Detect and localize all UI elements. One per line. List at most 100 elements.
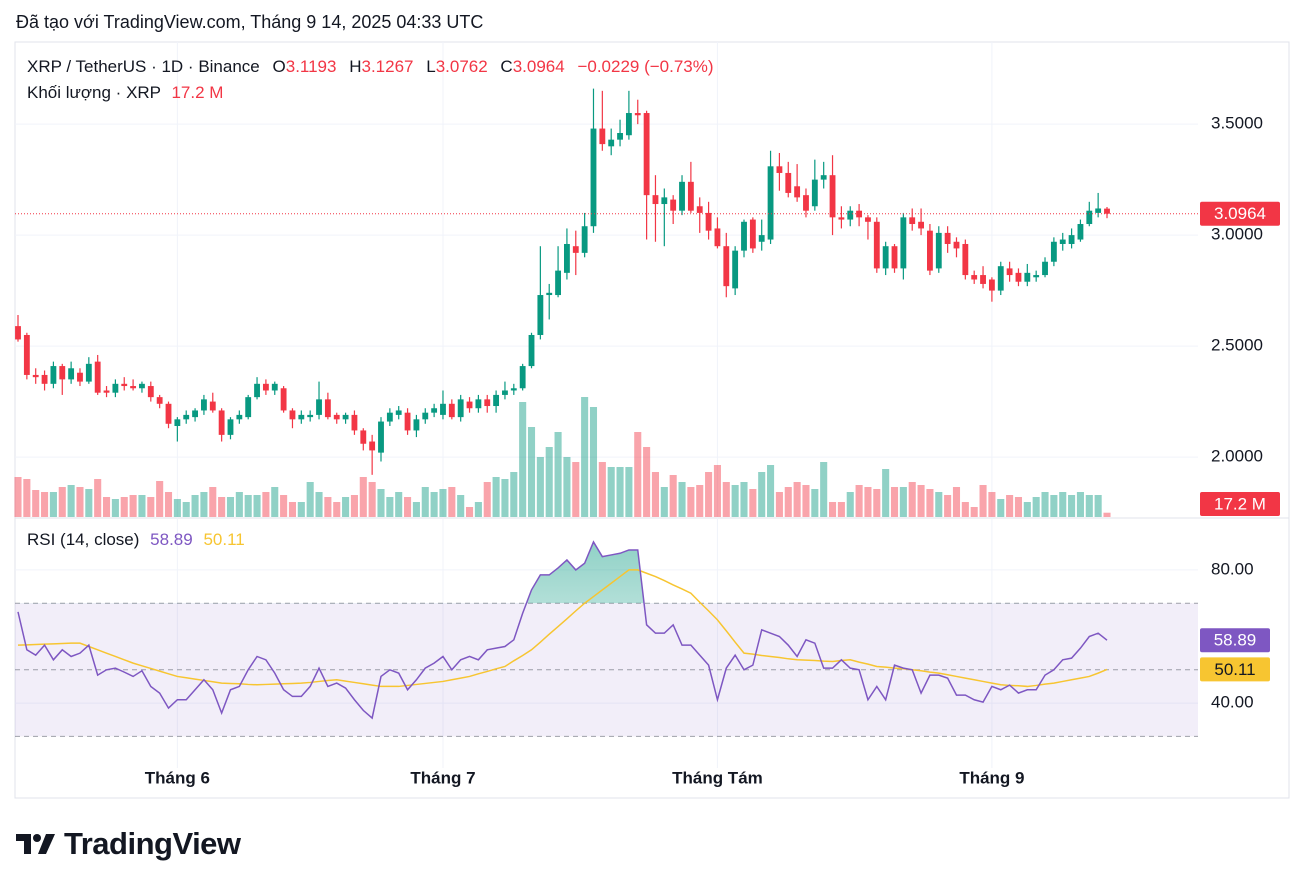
candle-body	[351, 414, 358, 431]
rsi-value-box	[1200, 628, 1270, 653]
candle-body	[927, 230, 933, 271]
candle-body	[882, 246, 889, 269]
volume-bar	[749, 489, 757, 517]
volume-bar	[430, 492, 438, 517]
candle-body	[1033, 275, 1040, 278]
candle-body	[298, 414, 305, 420]
volume-bar	[111, 499, 119, 517]
candle-body	[369, 441, 376, 451]
rsi-line	[17, 540, 1108, 720]
x-tick-label: Tháng Tám	[672, 768, 763, 787]
candle-body	[980, 275, 986, 284]
y-tick-label: 2.0000	[1211, 447, 1263, 466]
candle-body	[847, 210, 854, 220]
volume-bar	[775, 492, 783, 517]
volume-bar	[23, 479, 31, 517]
candle-body	[617, 133, 623, 140]
volume-bar	[988, 492, 996, 517]
candle-body	[227, 419, 234, 435]
candle-body	[236, 414, 243, 420]
candle-body	[758, 235, 765, 242]
candle-body	[767, 166, 774, 240]
volume-bar	[200, 492, 208, 517]
volume-bar	[687, 487, 695, 517]
candle-body	[440, 403, 446, 415]
volume-bar	[598, 462, 606, 517]
candle-body	[900, 217, 907, 269]
volume-bar	[828, 502, 837, 517]
volume-bar	[705, 472, 713, 517]
x-tick-label: Tháng 6	[145, 768, 210, 787]
volume-bar	[483, 482, 491, 517]
candle-body	[1042, 261, 1048, 276]
candle-body	[794, 186, 801, 198]
volume-bar	[191, 495, 199, 517]
volume-bar	[926, 489, 934, 517]
candle-body	[201, 399, 207, 411]
candle-body	[856, 210, 863, 218]
volume-bar	[581, 397, 589, 517]
last-price-label: 3.0964	[1214, 204, 1266, 223]
candle-body	[785, 172, 792, 193]
volume-bar	[554, 432, 562, 517]
ohlc-value: 3.0762	[435, 57, 488, 76]
ohlc-value: 3.0964	[512, 57, 565, 76]
volume-bar	[545, 447, 553, 517]
volume-bar	[492, 477, 500, 517]
rsi-tick-label: 40.00	[1211, 693, 1254, 712]
volume-bar	[669, 475, 677, 517]
volume-bar	[1068, 495, 1076, 517]
volume-bar	[102, 497, 111, 517]
candle-body	[741, 221, 747, 251]
volume-bar	[1050, 495, 1058, 517]
volume-bar	[58, 487, 66, 517]
candle-body	[324, 399, 331, 418]
volume-bar	[386, 497, 394, 517]
legend-row: Khối lượng · XRP 17.2 M	[27, 80, 714, 106]
candle-body	[1086, 210, 1093, 225]
volume-bar	[944, 495, 952, 517]
volume-bar	[713, 465, 721, 517]
candle-body	[413, 419, 420, 431]
candle-body	[333, 414, 340, 420]
volume-bar	[1032, 497, 1040, 517]
candle-body	[466, 401, 473, 409]
candle-body	[643, 113, 650, 196]
ohlc-key: O	[272, 57, 286, 76]
candle-body	[103, 390, 110, 393]
candle-body	[431, 408, 438, 413]
ohlc-key: H	[349, 57, 362, 76]
volume-bar	[404, 497, 412, 517]
candle-body	[865, 217, 871, 222]
candle-body	[1006, 268, 1013, 276]
volume-label: 17.2 M	[1214, 494, 1266, 513]
volume-bar	[607, 467, 615, 517]
volume-bar	[209, 487, 217, 517]
logo-text: TradingView	[64, 826, 241, 861]
candle-body	[749, 219, 756, 249]
candle-body	[15, 326, 21, 340]
candle-body	[218, 410, 225, 435]
volume-bar	[536, 457, 544, 517]
candle-body	[679, 181, 685, 211]
candle-body	[661, 197, 668, 205]
candle-body	[192, 410, 198, 418]
volume-bar	[324, 497, 332, 517]
rsi-title: RSI (14, close)	[27, 530, 140, 549]
volume-bar	[120, 497, 128, 517]
rsi-band-fill	[15, 603, 1198, 737]
candle-body	[32, 374, 39, 378]
candle-body	[723, 246, 730, 287]
rsi-value-label: 58.89	[1214, 631, 1257, 650]
candle-body	[1059, 239, 1066, 244]
volume-bar	[979, 485, 987, 517]
candle-body	[112, 383, 119, 393]
volume-bar	[1041, 492, 1049, 517]
candle-body	[59, 366, 66, 380]
volume-bar	[226, 497, 235, 517]
candle-body	[254, 383, 260, 398]
volume-bar	[563, 457, 571, 517]
volume-bar	[510, 472, 518, 517]
volume-bar	[306, 482, 314, 517]
